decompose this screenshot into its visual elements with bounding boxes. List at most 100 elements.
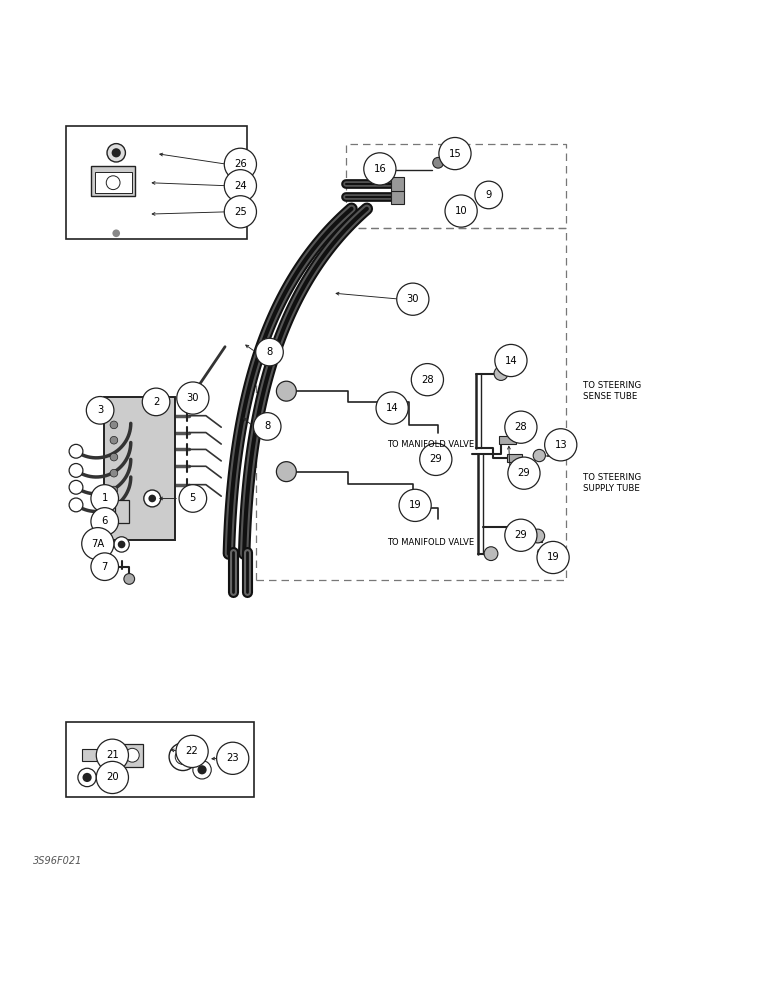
Text: 25: 25 — [234, 207, 247, 217]
Text: 8: 8 — [266, 347, 273, 357]
Circle shape — [82, 528, 114, 560]
Circle shape — [276, 462, 296, 482]
Bar — [507, 454, 523, 462]
Bar — [82, 749, 99, 761]
Circle shape — [225, 148, 256, 180]
Circle shape — [399, 489, 432, 521]
Text: 7A: 7A — [91, 539, 104, 549]
Circle shape — [455, 203, 469, 217]
Circle shape — [494, 367, 508, 380]
Circle shape — [193, 761, 212, 779]
Circle shape — [69, 444, 83, 458]
Text: 13: 13 — [554, 440, 567, 450]
Text: 20: 20 — [106, 772, 119, 782]
Circle shape — [142, 388, 170, 416]
Circle shape — [537, 541, 569, 574]
Circle shape — [148, 495, 156, 502]
Circle shape — [177, 382, 209, 414]
Bar — [527, 534, 542, 542]
Bar — [91, 166, 135, 196]
Text: 14: 14 — [505, 356, 517, 366]
Bar — [121, 744, 143, 767]
Bar — [66, 126, 246, 239]
Circle shape — [445, 195, 477, 227]
Circle shape — [253, 413, 281, 440]
Circle shape — [96, 761, 128, 794]
Circle shape — [487, 187, 499, 200]
Text: 3S96F021: 3S96F021 — [33, 856, 83, 866]
Circle shape — [505, 519, 537, 551]
Circle shape — [169, 743, 197, 771]
Text: 26: 26 — [234, 159, 247, 169]
Text: 3: 3 — [97, 405, 103, 415]
Circle shape — [124, 574, 134, 584]
Text: 10: 10 — [455, 206, 467, 216]
Bar — [104, 397, 175, 540]
Text: 29: 29 — [514, 530, 527, 540]
Circle shape — [508, 457, 540, 489]
Bar — [66, 722, 254, 797]
Circle shape — [217, 742, 249, 774]
Circle shape — [495, 344, 527, 377]
Circle shape — [113, 229, 120, 237]
Circle shape — [144, 490, 161, 507]
Circle shape — [125, 748, 139, 762]
Circle shape — [83, 773, 92, 782]
Text: 14: 14 — [386, 403, 398, 413]
Text: 23: 23 — [226, 753, 239, 763]
Circle shape — [69, 464, 83, 477]
Circle shape — [545, 429, 577, 461]
Circle shape — [475, 181, 503, 209]
Text: 28: 28 — [515, 422, 527, 432]
Circle shape — [102, 741, 114, 754]
Circle shape — [531, 529, 545, 543]
Text: 7: 7 — [102, 562, 108, 572]
Circle shape — [91, 508, 119, 535]
Circle shape — [110, 421, 118, 429]
Circle shape — [179, 485, 207, 512]
Circle shape — [107, 176, 120, 190]
Circle shape — [420, 443, 452, 475]
Circle shape — [78, 768, 96, 787]
Circle shape — [96, 739, 128, 771]
Circle shape — [276, 381, 296, 401]
Circle shape — [484, 547, 498, 561]
Text: 5: 5 — [190, 493, 196, 503]
Circle shape — [368, 162, 388, 182]
Circle shape — [505, 411, 537, 443]
Circle shape — [411, 364, 443, 396]
Circle shape — [114, 537, 129, 552]
Text: 24: 24 — [234, 181, 247, 191]
Circle shape — [112, 148, 120, 157]
Circle shape — [175, 749, 191, 764]
Text: TO MANIFOLD VALVE: TO MANIFOLD VALVE — [387, 440, 474, 449]
Bar — [116, 500, 129, 523]
Text: 16: 16 — [374, 164, 386, 174]
Text: 30: 30 — [407, 294, 419, 304]
Circle shape — [533, 449, 546, 462]
Circle shape — [91, 485, 119, 512]
Text: 19: 19 — [408, 500, 422, 510]
Bar — [391, 190, 405, 204]
Circle shape — [447, 151, 462, 167]
Circle shape — [433, 157, 443, 168]
Circle shape — [110, 469, 118, 477]
Circle shape — [397, 283, 429, 315]
Text: 19: 19 — [547, 552, 560, 562]
Text: 6: 6 — [102, 516, 108, 526]
Text: 8: 8 — [264, 421, 270, 431]
Text: TO STEERING
SUPPLY TUBE: TO STEERING SUPPLY TUBE — [583, 473, 642, 493]
Text: 9: 9 — [486, 190, 492, 200]
Text: TO MANIFOLD VALVE: TO MANIFOLD VALVE — [387, 538, 474, 547]
Circle shape — [225, 170, 256, 202]
Circle shape — [69, 480, 83, 494]
Circle shape — [69, 498, 83, 512]
Circle shape — [376, 392, 408, 424]
Circle shape — [176, 735, 208, 767]
Text: TO STEERING
SENSE TUBE: TO STEERING SENSE TUBE — [583, 381, 642, 401]
Circle shape — [364, 153, 396, 185]
Circle shape — [86, 397, 114, 424]
Circle shape — [107, 144, 125, 162]
Text: 29: 29 — [517, 468, 530, 478]
Circle shape — [118, 541, 125, 548]
